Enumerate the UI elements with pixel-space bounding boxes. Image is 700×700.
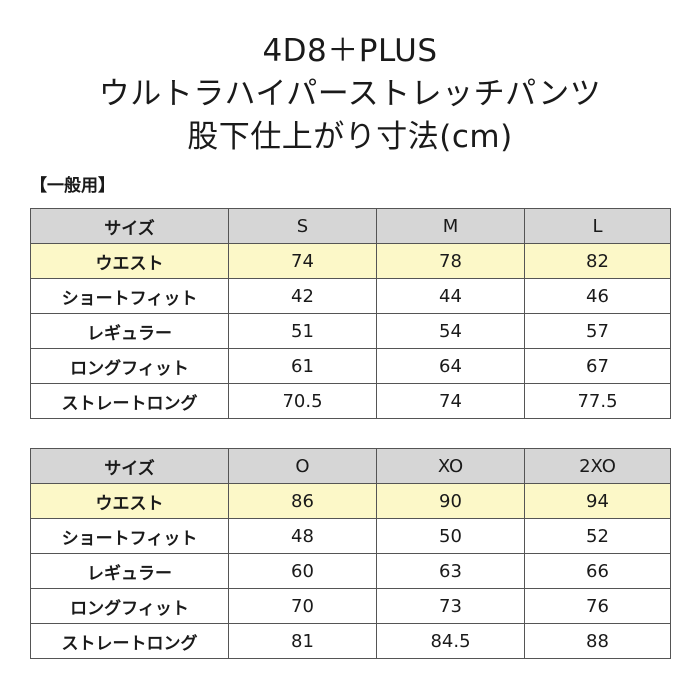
- size-table-1: サイズ S M L ウエスト 74 78 82 ショートフィット 42 44 4…: [30, 208, 671, 419]
- value-cell: 94: [524, 483, 671, 519]
- value-cell: 61: [228, 348, 377, 384]
- value-cell: 70: [228, 588, 377, 624]
- value-cell: 74: [376, 383, 525, 419]
- section-label: 【一般用】: [30, 176, 115, 196]
- value-cell: 88: [524, 623, 671, 659]
- header-cell: S: [228, 208, 377, 244]
- table-row: ショートフィット 48 50 52: [30, 518, 671, 554]
- title-brand: 4D8＋PLUS: [262, 33, 438, 69]
- title-product: ウルトラハイパーストレッチパンツ: [98, 76, 602, 112]
- value-cell: 76: [524, 588, 671, 624]
- value-cell: 48: [228, 518, 377, 554]
- title-measurement: 股下仕上がり寸法(cm): [187, 119, 513, 155]
- table-row: レギュラー 51 54 57: [30, 313, 671, 349]
- value-cell: 64: [376, 348, 525, 384]
- header-cell: サイズ: [30, 448, 229, 484]
- header-row: サイズ S M L: [30, 208, 671, 244]
- value-cell: 51: [228, 313, 377, 349]
- value-cell: 70.5: [228, 383, 377, 419]
- value-cell: 54: [376, 313, 525, 349]
- header-cell: 2XO: [524, 448, 671, 484]
- row-label: ウエスト: [30, 243, 229, 279]
- value-cell: 73: [376, 588, 525, 624]
- header-cell: XO: [376, 448, 525, 484]
- row-label: レギュラー: [30, 553, 229, 589]
- value-cell: 46: [524, 278, 671, 314]
- row-label: ロングフィット: [30, 588, 229, 624]
- row-label: ウエスト: [30, 483, 229, 519]
- size-table-2: サイズ O XO 2XO ウエスト 86 90 94 ショートフィット 48 5…: [30, 448, 671, 659]
- value-cell: 77.5: [524, 383, 671, 419]
- value-cell: 57: [524, 313, 671, 349]
- value-cell: 86: [228, 483, 377, 519]
- table-row-waist: ウエスト 74 78 82: [30, 243, 671, 279]
- header-cell: M: [376, 208, 525, 244]
- table-row-waist: ウエスト 86 90 94: [30, 483, 671, 519]
- value-cell: 82: [524, 243, 671, 279]
- value-cell: 52: [524, 518, 671, 554]
- title-block: 4D8＋PLUS ウルトラハイパーストレッチパンツ 股下仕上がり寸法(cm): [0, 30, 700, 159]
- value-cell: 74: [228, 243, 377, 279]
- row-label: ロングフィット: [30, 348, 229, 384]
- row-label: ショートフィット: [30, 278, 229, 314]
- header-cell: サイズ: [30, 208, 229, 244]
- row-label: ストレートロング: [30, 383, 229, 419]
- value-cell: 67: [524, 348, 671, 384]
- value-cell: 78: [376, 243, 525, 279]
- value-cell: 63: [376, 553, 525, 589]
- value-cell: 44: [376, 278, 525, 314]
- table-row: ロングフィット 61 64 67: [30, 348, 671, 384]
- row-label: レギュラー: [30, 313, 229, 349]
- value-cell: 66: [524, 553, 671, 589]
- table-row: ロングフィット 70 73 76: [30, 588, 671, 624]
- row-label: ショートフィット: [30, 518, 229, 554]
- header-cell: O: [228, 448, 377, 484]
- table-row: ショートフィット 42 44 46: [30, 278, 671, 314]
- value-cell: 42: [228, 278, 377, 314]
- value-cell: 84.5: [376, 623, 525, 659]
- header-cell: L: [524, 208, 671, 244]
- row-label: ストレートロング: [30, 623, 229, 659]
- table-row: ストレートロング 70.5 74 77.5: [30, 383, 671, 419]
- header-row: サイズ O XO 2XO: [30, 448, 671, 484]
- table-row: レギュラー 60 63 66: [30, 553, 671, 589]
- value-cell: 60: [228, 553, 377, 589]
- value-cell: 50: [376, 518, 525, 554]
- value-cell: 81: [228, 623, 377, 659]
- value-cell: 90: [376, 483, 525, 519]
- table-row: ストレートロング 81 84.5 88: [30, 623, 671, 659]
